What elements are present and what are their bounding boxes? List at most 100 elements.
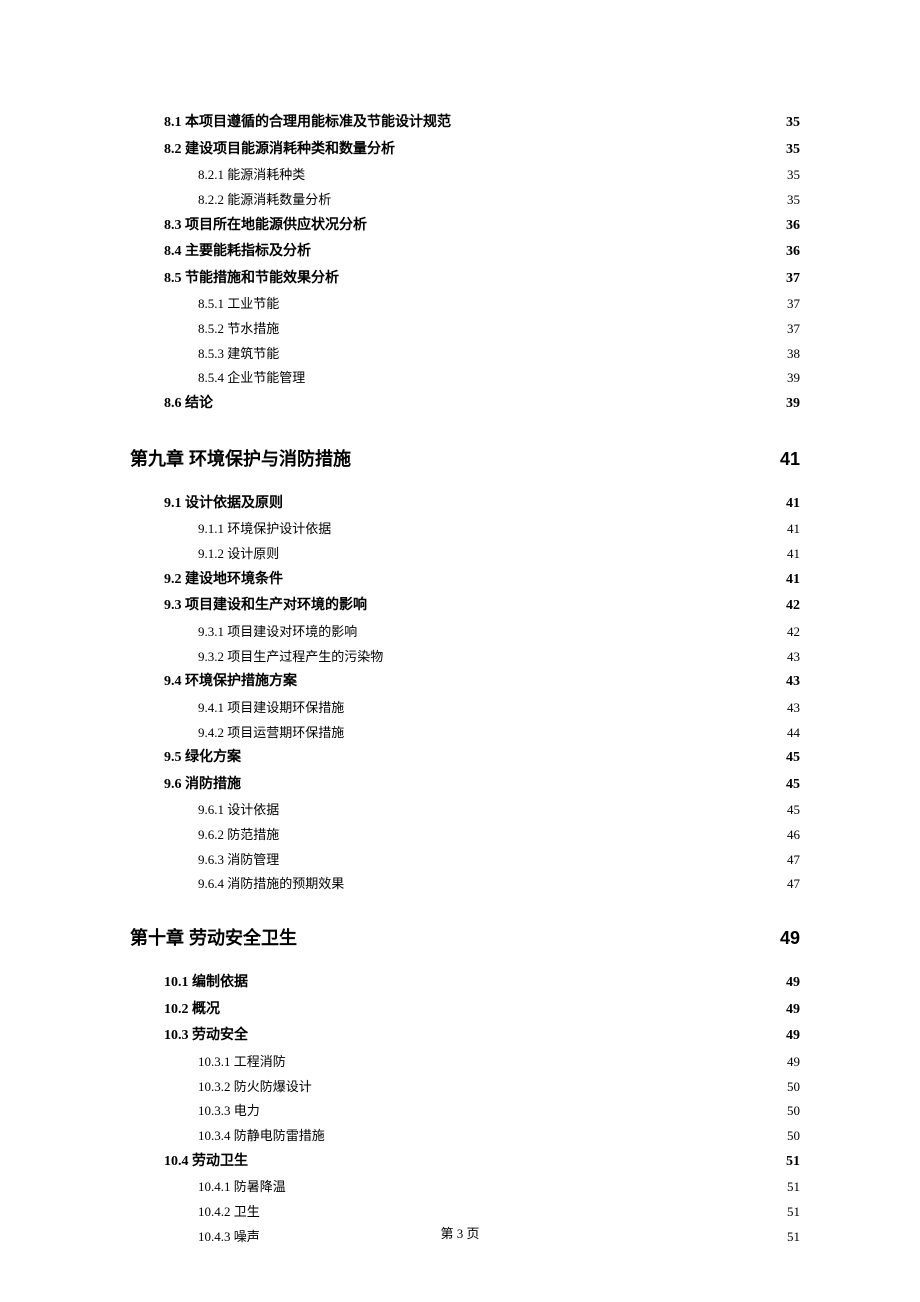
- toc-entry: 8.1 本项目遵循的合理用能标准及节能设计规范 35: [130, 110, 800, 137]
- toc-entry: 9.4.2 项目运营期环保措施 44: [130, 721, 800, 746]
- toc-title: 8.5.4 企业节能管理: [198, 366, 305, 391]
- toc-entry: 8.2 建设项目能源消耗种类和数量分析 35: [130, 137, 800, 164]
- toc-page-number: 49: [780, 925, 800, 952]
- toc-entry: 8.3 项目所在地能源供应状况分析 36: [130, 213, 800, 240]
- toc-title: 9.4.1 项目建设期环保措施: [198, 696, 344, 721]
- toc-entry: 第十章 劳动安全卫生49: [130, 925, 800, 952]
- toc-title: 9.4.2 项目运营期环保措施: [198, 721, 344, 746]
- toc-entry: 9.3.1 项目建设对环境的影响 42: [130, 620, 800, 645]
- toc-title: 10.4.1 防暑降温: [198, 1175, 286, 1200]
- toc-page-number: 41: [780, 446, 800, 473]
- toc-page-number: 50: [787, 1099, 800, 1124]
- toc-entry: 9.4 环境保护措施方案 43: [130, 669, 800, 696]
- toc-entry: 10.3.4 防静电防雷措施 50: [130, 1124, 800, 1149]
- toc-title: 第九章 环境保护与消防措施: [130, 446, 351, 473]
- toc-page-number: 51: [787, 1200, 800, 1225]
- toc-title: 9.6.1 设计依据: [198, 798, 279, 823]
- toc-title: 10.1 编制依据: [164, 970, 248, 997]
- toc-entry: 10.1 编制依据 49: [130, 970, 800, 997]
- toc-title: 10.2 概况: [164, 997, 220, 1024]
- toc-page-number: 39: [787, 366, 800, 391]
- toc-title: 9.5 绿化方案: [164, 745, 241, 772]
- toc-entry: 8.5 节能措施和节能效果分析37: [130, 266, 800, 293]
- toc-page-number: 37: [787, 292, 800, 317]
- table-of-contents: 8.1 本项目遵循的合理用能标准及节能设计规范358.2 建设项目能源消耗种类和…: [130, 110, 800, 1249]
- toc-entry: 10.4.2 卫生 51: [130, 1200, 800, 1225]
- toc-title: 9.3.1 项目建设对环境的影响: [198, 620, 357, 645]
- toc-entry: 8.5.2 节水措施 37: [130, 317, 800, 342]
- toc-entry: 10.3 劳动安全49: [130, 1023, 800, 1050]
- toc-entry: 10.3.2 防火防爆设计 50: [130, 1075, 800, 1100]
- toc-page-number: 50: [787, 1124, 800, 1149]
- toc-page-number: 36: [786, 213, 800, 240]
- toc-page-number: 45: [786, 772, 800, 799]
- toc-title: 10.3.1 工程消防: [198, 1050, 286, 1075]
- toc-title: 8.5.1 工业节能: [198, 292, 279, 317]
- toc-entry: 9.1 设计依据及原则41: [130, 491, 800, 518]
- toc-page-number: 49: [786, 1023, 800, 1050]
- toc-entry: 9.1.1 环境保护设计依据 41: [130, 517, 800, 542]
- toc-page-number: 46: [787, 823, 800, 848]
- toc-title: 8.2.2 能源消耗数量分析: [198, 188, 331, 213]
- toc-title: 10.4 劳动卫生: [164, 1149, 248, 1176]
- toc-title: 8.6 结论: [164, 391, 213, 418]
- toc-title: 9.2 建设地环境条件: [164, 567, 283, 594]
- toc-entry: 10.2 概况 49: [130, 997, 800, 1024]
- toc-entry: 8.6 结论 39: [130, 391, 800, 418]
- toc-title: 10.4.2 卫生: [198, 1200, 260, 1225]
- toc-entry: 第九章 环境保护与消防措施 41: [130, 446, 800, 473]
- toc-title: 8.5.3 建筑节能: [198, 342, 279, 367]
- toc-page-number: 42: [787, 620, 800, 645]
- toc-title: 10.3.2 防火防爆设计: [198, 1075, 312, 1100]
- toc-page-number: 37: [787, 317, 800, 342]
- toc-entry: 8.5.4 企业节能管理 39: [130, 366, 800, 391]
- toc-page-number: 51: [786, 1149, 800, 1176]
- toc-entry: 8.4 主要能耗指标及分析 36: [130, 239, 800, 266]
- toc-title: 8.4 主要能耗指标及分析: [164, 239, 311, 266]
- toc-entry: 10.4 劳动卫生 51: [130, 1149, 800, 1176]
- toc-page-number: 41: [787, 542, 800, 567]
- toc-page-number: 39: [786, 391, 800, 418]
- toc-title: 9.6 消防措施: [164, 772, 241, 799]
- toc-page-number: 47: [787, 872, 800, 897]
- toc-page-number: 50: [787, 1075, 800, 1100]
- toc-entry: 9.6.2 防范措施 46: [130, 823, 800, 848]
- toc-page-number: 38: [787, 342, 800, 367]
- toc-entry: 9.6.1 设计依据45: [130, 798, 800, 823]
- toc-page-number: 36: [786, 239, 800, 266]
- toc-entry: 8.2.1 能源消耗种类35: [130, 163, 800, 188]
- toc-page-number: 41: [787, 517, 800, 542]
- toc-title: 9.4 环境保护措施方案: [164, 669, 297, 696]
- toc-entry: 8.2.2 能源消耗数量分析 35: [130, 188, 800, 213]
- toc-page-number: 49: [786, 997, 800, 1024]
- toc-entry: 9.3 项目建设和生产对环境的影响42: [130, 593, 800, 620]
- toc-entry: 9.4.1 项目建设期环保措施 43: [130, 696, 800, 721]
- toc-title: 8.2 建设项目能源消耗种类和数量分析: [164, 137, 395, 164]
- toc-title: 8.5.2 节水措施: [198, 317, 279, 342]
- toc-page-number: 35: [786, 137, 800, 164]
- toc-page-number: 35: [786, 110, 800, 137]
- toc-page-number: 41: [786, 491, 800, 518]
- toc-title: 10.3.4 防静电防雷措施: [198, 1124, 325, 1149]
- toc-title: 9.1.1 环境保护设计依据: [198, 517, 331, 542]
- toc-title: 8.1 本项目遵循的合理用能标准及节能设计规范: [164, 110, 451, 137]
- toc-title: 9.6.2 防范措施: [198, 823, 279, 848]
- toc-page-number: 43: [787, 645, 800, 670]
- toc-page-number: 49: [787, 1050, 800, 1075]
- toc-page-number: 49: [786, 970, 800, 997]
- toc-page-number: 43: [787, 696, 800, 721]
- toc-page-number: 35: [787, 188, 800, 213]
- toc-title: 10.3.3 电力: [198, 1099, 260, 1124]
- toc-entry: 10.3.1 工程消防 49: [130, 1050, 800, 1075]
- toc-title: 8.5 节能措施和节能效果分析: [164, 266, 339, 293]
- toc-page-number: 51: [787, 1175, 800, 1200]
- toc-entry: 10.3.3 电力 50: [130, 1099, 800, 1124]
- toc-page-number: 43: [786, 669, 800, 696]
- toc-title: 9.3 项目建设和生产对环境的影响: [164, 593, 367, 620]
- toc-title: 8.3 项目所在地能源供应状况分析: [164, 213, 367, 240]
- toc-entry: 9.6.4 消防措施的预期效果47: [130, 872, 800, 897]
- toc-page-number: 45: [786, 745, 800, 772]
- toc-title: 8.2.1 能源消耗种类: [198, 163, 305, 188]
- toc-page-number: 44: [787, 721, 800, 746]
- toc-entry: 9.2 建设地环境条件41: [130, 567, 800, 594]
